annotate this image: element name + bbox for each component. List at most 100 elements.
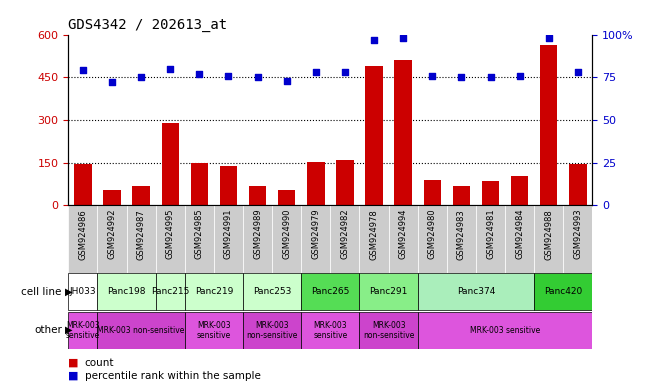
Text: MRK-003
non-sensitive: MRK-003 non-sensitive	[363, 321, 414, 340]
Bar	[185, 205, 214, 273]
Text: GSM924989: GSM924989	[253, 209, 262, 260]
Bar	[418, 312, 592, 349]
Point	[369, 36, 380, 43]
Bar	[359, 273, 418, 310]
Text: Panc265: Panc265	[311, 287, 350, 296]
Text: ▶: ▶	[65, 287, 73, 297]
Point	[281, 78, 292, 84]
Bar	[191, 163, 208, 205]
Bar	[243, 205, 272, 273]
Bar	[418, 205, 447, 273]
Point	[485, 74, 495, 80]
Text: GSM924984: GSM924984	[515, 209, 524, 260]
Text: Panc215: Panc215	[151, 287, 189, 296]
Point	[427, 73, 437, 79]
Point	[194, 71, 204, 77]
Text: GSM924983: GSM924983	[457, 209, 466, 260]
Bar	[563, 205, 592, 273]
Point	[311, 69, 321, 75]
Bar	[534, 273, 592, 310]
Bar	[74, 164, 92, 205]
Bar	[98, 273, 156, 310]
Point	[165, 66, 176, 72]
Bar	[540, 45, 557, 205]
Bar	[330, 205, 359, 273]
Point	[398, 35, 408, 41]
Text: GDS4342 / 202613_at: GDS4342 / 202613_at	[68, 18, 227, 32]
Text: GSM924987: GSM924987	[137, 209, 146, 260]
Point	[223, 73, 234, 79]
Text: GSM924982: GSM924982	[340, 209, 350, 260]
Bar	[447, 205, 476, 273]
Bar	[272, 205, 301, 273]
Text: GSM924981: GSM924981	[486, 209, 495, 260]
Bar	[452, 185, 470, 205]
Bar	[389, 205, 418, 273]
Text: GSM924991: GSM924991	[224, 209, 233, 259]
Bar	[220, 166, 237, 205]
Point	[573, 69, 583, 75]
Text: other: other	[34, 325, 62, 335]
Bar	[424, 180, 441, 205]
Text: MRK-003
sensitive: MRK-003 sensitive	[66, 321, 100, 340]
Text: GSM924988: GSM924988	[544, 209, 553, 260]
Bar	[359, 205, 389, 273]
Bar	[68, 312, 98, 349]
Bar	[185, 273, 243, 310]
Text: ▶: ▶	[65, 325, 73, 335]
Bar	[249, 186, 266, 205]
Bar	[161, 123, 179, 205]
Bar	[214, 205, 243, 273]
Point	[253, 74, 263, 80]
Text: Panc219: Panc219	[195, 287, 233, 296]
Point	[456, 74, 467, 80]
Bar	[104, 190, 120, 205]
Bar	[418, 273, 534, 310]
Text: Panc420: Panc420	[544, 287, 583, 296]
Bar	[98, 205, 126, 273]
Text: ■: ■	[68, 358, 83, 368]
Bar	[185, 312, 243, 349]
Bar	[68, 205, 98, 273]
Text: Panc291: Panc291	[369, 287, 408, 296]
Bar	[365, 66, 383, 205]
Bar	[301, 312, 359, 349]
Bar	[301, 273, 359, 310]
Bar	[126, 205, 156, 273]
Point	[136, 74, 146, 80]
Text: GSM924992: GSM924992	[107, 209, 117, 259]
Bar	[301, 205, 330, 273]
Bar	[243, 312, 301, 349]
Bar	[534, 205, 563, 273]
Bar	[98, 312, 185, 349]
Point	[340, 69, 350, 75]
Bar	[132, 185, 150, 205]
Text: cell line: cell line	[21, 287, 62, 297]
Text: Panc374: Panc374	[457, 287, 495, 296]
Text: GSM924994: GSM924994	[398, 209, 408, 259]
Bar	[243, 273, 301, 310]
Bar	[511, 175, 529, 205]
Text: GSM924990: GSM924990	[283, 209, 291, 259]
Point	[544, 35, 554, 41]
Text: GSM924993: GSM924993	[574, 209, 583, 260]
Bar	[482, 181, 499, 205]
Text: MRK-003 sensitive: MRK-003 sensitive	[470, 326, 540, 335]
Text: JH033: JH033	[70, 287, 96, 296]
Text: ■: ■	[68, 371, 83, 381]
Text: MRK-003
sensitive: MRK-003 sensitive	[313, 321, 348, 340]
Text: Panc253: Panc253	[253, 287, 292, 296]
Text: GSM924985: GSM924985	[195, 209, 204, 260]
Bar	[359, 312, 418, 349]
Text: GSM924978: GSM924978	[370, 209, 378, 260]
Text: GSM924979: GSM924979	[311, 209, 320, 260]
Bar	[278, 190, 296, 205]
Bar	[307, 162, 325, 205]
Bar	[68, 273, 98, 310]
Bar	[156, 273, 185, 310]
Bar	[569, 164, 587, 205]
Text: Panc198: Panc198	[107, 287, 146, 296]
Point	[77, 67, 88, 73]
Bar	[336, 161, 353, 205]
Bar	[505, 205, 534, 273]
